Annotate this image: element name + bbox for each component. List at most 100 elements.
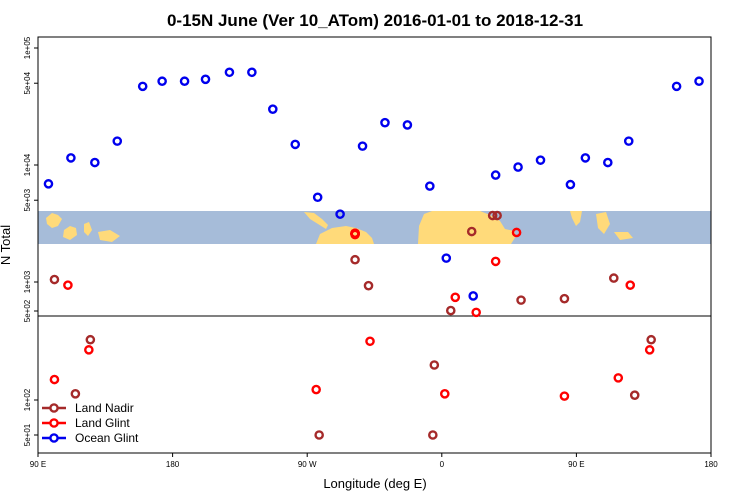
ocean-glint-point (468, 291, 479, 301)
y-tick-label: 5e+02 (23, 299, 32, 322)
legend-swatch-marker (49, 418, 59, 428)
land-glint-point (511, 227, 522, 238)
land-new-guinea (98, 230, 120, 242)
y-tick-label: 1e+03 (23, 270, 32, 293)
land-se-asia (46, 213, 62, 228)
ocean-glint-point (402, 120, 413, 130)
land-glint-point (490, 256, 501, 267)
y-axis: 1e+05 5e+04 1e+04 5e+03 1e+03 5e+02 1e+02 5e+01 (23, 36, 38, 446)
land-nadir-point (646, 334, 656, 345)
land-glint-point (644, 345, 655, 355)
y-tick-label: 5e+04 (23, 71, 32, 94)
land-borneo (63, 226, 77, 240)
legend-label: Land Nadir (75, 401, 134, 415)
land-nadir-point (429, 360, 440, 370)
legend-label: Land Glint (75, 416, 130, 430)
y-axis-label: N Total (0, 225, 13, 265)
ocean-glint-point (90, 157, 100, 168)
land-nadir-point (516, 295, 526, 305)
ocean-glint-point (357, 141, 368, 151)
land-glint-point (63, 280, 73, 290)
land-sulawesi (84, 222, 92, 236)
x-tick-label: 180 (704, 460, 718, 469)
land-nadir-point (350, 254, 360, 265)
land-south-america (316, 226, 374, 244)
land-nadir-point (466, 226, 477, 237)
ocean-glint-point (112, 136, 123, 146)
land-glint-point (311, 384, 321, 395)
ocean-glint-point (200, 74, 211, 85)
land-glint-point (365, 336, 375, 347)
y-tick-label: 1e+02 (23, 388, 32, 411)
land-nadir-point (629, 390, 640, 400)
land-glint-point (613, 373, 624, 383)
ocean-glint-point (441, 253, 452, 263)
data-points (43, 67, 704, 440)
land-nadir-point (445, 305, 456, 316)
ocean-glint-point (565, 179, 576, 190)
x-axis-label: Longitude (deg E) (323, 476, 426, 491)
ocean-glint-point (43, 179, 54, 189)
ocean-glint-point (603, 157, 613, 168)
x-axis: 90 E 180 90 W 0 90 E 180 (30, 453, 718, 469)
x-tick-label: 90 E (568, 460, 584, 469)
land-glint-point (49, 374, 60, 385)
map-strip (38, 211, 711, 244)
x-tick-label: 90 W (298, 460, 317, 469)
ocean-glint-point (425, 181, 435, 191)
ocean-glint-point (157, 76, 167, 87)
land-nadir-point (85, 334, 96, 345)
ocean-glint-point (179, 76, 190, 87)
land-malay (596, 212, 610, 234)
legend-label: Ocean Glint (75, 431, 139, 445)
land-nadir-point (559, 293, 570, 304)
y-tick-label: 1e+04 (23, 153, 32, 176)
ocean-glint-point (694, 76, 704, 87)
ocean-glint-point (490, 170, 501, 180)
land-indonesia-east (614, 232, 633, 240)
land-glint-point (625, 280, 636, 290)
land-glint-point (439, 389, 450, 399)
x-tick-label: 90 E (30, 460, 46, 469)
ocean-glint-point (247, 67, 257, 78)
ocean-glint-point (535, 155, 546, 165)
chart-title: 0-15N June (Ver 10_ATom) 2016-01-01 to 2… (167, 11, 583, 30)
land-glint-point (559, 391, 570, 401)
legend-swatch-marker (49, 433, 59, 443)
land-nadir-point (492, 210, 502, 221)
plot-frame (37, 36, 712, 454)
land-nadir-point (608, 273, 619, 283)
land-nadir-point (49, 274, 60, 285)
land-glint-point (450, 292, 461, 303)
ocean-glint-point (224, 67, 235, 78)
land-nadir-point (70, 389, 81, 399)
y-tick-label: 5e+01 (23, 423, 32, 446)
x-tick-label: 0 (440, 460, 445, 469)
ocean-glint-point (380, 117, 390, 128)
ocean-glint-point (623, 136, 634, 146)
ocean-glint-point (513, 162, 523, 172)
ocean-glint-point (137, 81, 148, 92)
land-glint-point (84, 345, 94, 355)
land-nadir-point (487, 210, 498, 221)
land-nadir-point (363, 280, 374, 291)
ocean-glint-point (66, 153, 76, 163)
y-tick-label: 1e+05 (23, 36, 32, 59)
y-tick-label: 5e+03 (23, 188, 32, 211)
ocean-glint-point (580, 153, 591, 163)
x-tick-label: 180 (166, 460, 180, 469)
legend-swatch-marker (49, 403, 59, 413)
land-glint-point (471, 307, 481, 318)
ocean-glint-point (671, 81, 682, 92)
ocean-band (38, 211, 711, 244)
land-central-america (304, 212, 328, 229)
land-nadir-point (428, 430, 438, 440)
land-glint-point (350, 228, 360, 239)
ocean-glint-point (290, 139, 301, 150)
ocean-glint-point (268, 104, 278, 114)
ocean-glint-point (335, 209, 345, 219)
land-india (570, 211, 582, 226)
ocean-glint-point (312, 192, 323, 203)
